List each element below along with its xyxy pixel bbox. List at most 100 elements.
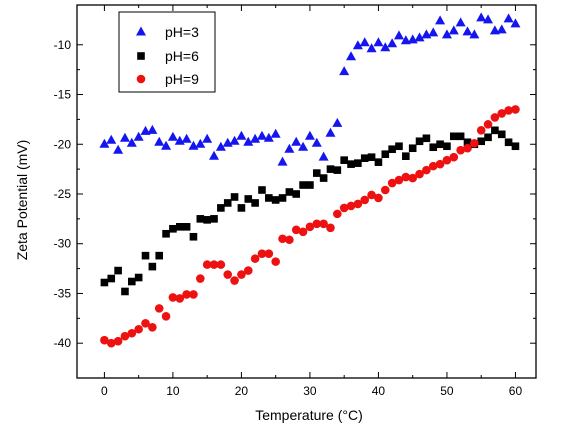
data-point-ph3: [215, 141, 226, 151]
y-tick-label: -10: [54, 38, 72, 52]
data-point-ph3: [133, 131, 144, 141]
data-point-ph6: [463, 138, 472, 147]
data-point-ph6: [175, 223, 184, 231]
data-point-ph9: [161, 312, 171, 321]
data-point-ph9: [435, 159, 445, 169]
data-point-ph6: [162, 229, 170, 238]
data-point-ph3: [325, 127, 336, 137]
data-point-ph6: [203, 216, 211, 224]
data-point-ph3: [448, 25, 459, 35]
data-point-ph9: [154, 304, 164, 313]
legend-marker-ph3: [136, 26, 146, 36]
data-point-ph6: [299, 181, 307, 189]
data-point-ph3: [510, 18, 521, 28]
data-point-ph9: [230, 276, 239, 285]
legend-box: [118, 11, 216, 93]
data-point-ph6: [374, 158, 383, 166]
x-tick-label: 0: [101, 384, 108, 398]
data-point-ph3: [339, 66, 350, 76]
y-tick-label: -40: [54, 336, 72, 350]
data-point-ph9: [422, 165, 431, 175]
data-point-ph6: [395, 142, 403, 151]
data-point-ph9: [367, 190, 376, 200]
data-point-ph9: [278, 234, 287, 244]
data-point-ph6: [415, 137, 424, 146]
data-point-ph9: [168, 293, 178, 302]
data-point-ph9: [113, 336, 123, 346]
data-point-ph3: [291, 136, 302, 146]
data-point-ph9: [264, 249, 274, 258]
data-point-ph6: [265, 194, 273, 202]
data-point-ph9: [428, 161, 438, 171]
data-point-ph6: [141, 251, 150, 260]
data-point-ph3: [167, 131, 178, 141]
data-point-ph9: [257, 249, 267, 258]
data-point-ph9: [209, 260, 219, 269]
y-tick-label: -25: [54, 187, 72, 201]
data-point-ph9: [339, 203, 349, 213]
data-point-ph9: [470, 138, 479, 148]
x-tick-label: 40: [372, 384, 386, 398]
data-point-ph6: [306, 181, 314, 189]
data-point-ph9: [511, 105, 520, 114]
data-point-ph9: [497, 109, 507, 118]
data-point-ph3: [284, 143, 295, 153]
data-point-ph6: [292, 190, 301, 198]
data-point-ph3: [387, 38, 398, 48]
data-point-ph9: [216, 260, 226, 269]
data-point-ph3: [99, 138, 110, 148]
data-point-ph9: [134, 324, 143, 334]
data-point-ph3: [250, 133, 261, 143]
data-point-ph3: [318, 151, 329, 161]
data-point-ph6: [285, 188, 294, 196]
data-point-ph9: [189, 290, 198, 299]
data-point-ph3: [277, 156, 288, 166]
data-point-ph9: [333, 209, 342, 219]
data-point-ph9: [271, 257, 280, 266]
data-point-ph3: [270, 128, 281, 138]
x-tick-label: 30: [303, 384, 317, 398]
series-ph6: [100, 126, 520, 296]
data-point-ph6: [443, 142, 451, 151]
data-point-ph6: [408, 144, 417, 153]
data-point-ph6: [402, 152, 410, 160]
y-tick-label: -15: [54, 88, 72, 102]
data-point-ph3: [346, 51, 357, 61]
data-point-ph6: [107, 274, 116, 283]
legend-marker-ph9: [136, 74, 146, 84]
data-point-ph6: [100, 278, 109, 287]
data-point-ph3: [469, 29, 480, 39]
x-axis-title: Temperature (°C): [255, 407, 363, 423]
data-point-ph9: [401, 172, 411, 182]
legend-entry-ph3: pH=3: [165, 24, 199, 40]
data-point-ph6: [381, 150, 390, 158]
data-point-ph3: [140, 125, 151, 135]
data-point-ph9: [305, 222, 315, 232]
data-point-ph9: [141, 318, 150, 328]
data-point-ph6: [449, 132, 458, 141]
data-point-ph6: [436, 140, 444, 149]
data-point-ph6: [388, 145, 396, 154]
data-point-ph3: [393, 30, 404, 40]
data-point-ph3: [256, 130, 267, 140]
data-point-ph6: [422, 134, 431, 143]
data-point-ph9: [120, 331, 130, 341]
data-point-ph6: [237, 204, 246, 212]
data-point-ph3: [373, 37, 384, 47]
data-point-ph6: [271, 196, 280, 204]
data-point-ph3: [503, 13, 514, 23]
data-point-ph3: [352, 40, 363, 50]
x-tick-label: 50: [440, 384, 454, 398]
data-point-ph9: [182, 290, 191, 299]
data-point-ph9: [408, 173, 417, 183]
data-point-ph6: [121, 287, 129, 296]
data-point-ph9: [394, 175, 404, 185]
data-point-ph9: [100, 335, 109, 345]
data-point-ph3: [455, 17, 466, 27]
data-point-ph3: [311, 137, 322, 147]
data-points: [99, 12, 521, 348]
data-point-ph3: [380, 42, 391, 52]
plot-frame: [76, 4, 537, 379]
data-point-ph3: [476, 12, 487, 22]
data-point-ph9: [504, 106, 513, 115]
